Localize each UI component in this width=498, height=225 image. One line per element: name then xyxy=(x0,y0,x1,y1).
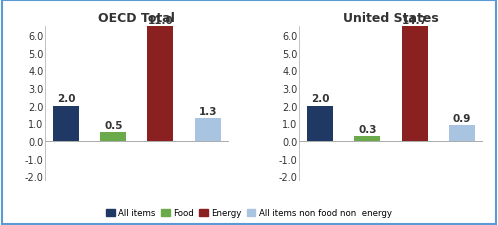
Bar xyxy=(401,0,428,141)
Text: 2.0: 2.0 xyxy=(311,94,330,104)
Bar xyxy=(53,106,79,141)
Bar xyxy=(147,0,173,141)
Bar xyxy=(355,136,380,141)
Text: 2.0: 2.0 xyxy=(57,94,75,104)
Title: United States: United States xyxy=(343,11,439,25)
Text: 0.5: 0.5 xyxy=(104,120,123,130)
Bar xyxy=(307,106,333,141)
Text: 11.0: 11.0 xyxy=(147,16,173,26)
Text: 14.7: 14.7 xyxy=(401,16,428,26)
Bar xyxy=(100,133,126,141)
Title: OECD Total: OECD Total xyxy=(99,11,175,25)
Bar xyxy=(449,126,475,141)
Text: 0.3: 0.3 xyxy=(358,124,376,134)
Legend: All items, Food, Energy, All items non food non  energy: All items, Food, Energy, All items non f… xyxy=(103,205,395,221)
Text: 1.3: 1.3 xyxy=(198,106,217,116)
Bar xyxy=(195,118,221,141)
Text: 0.9: 0.9 xyxy=(453,113,471,123)
